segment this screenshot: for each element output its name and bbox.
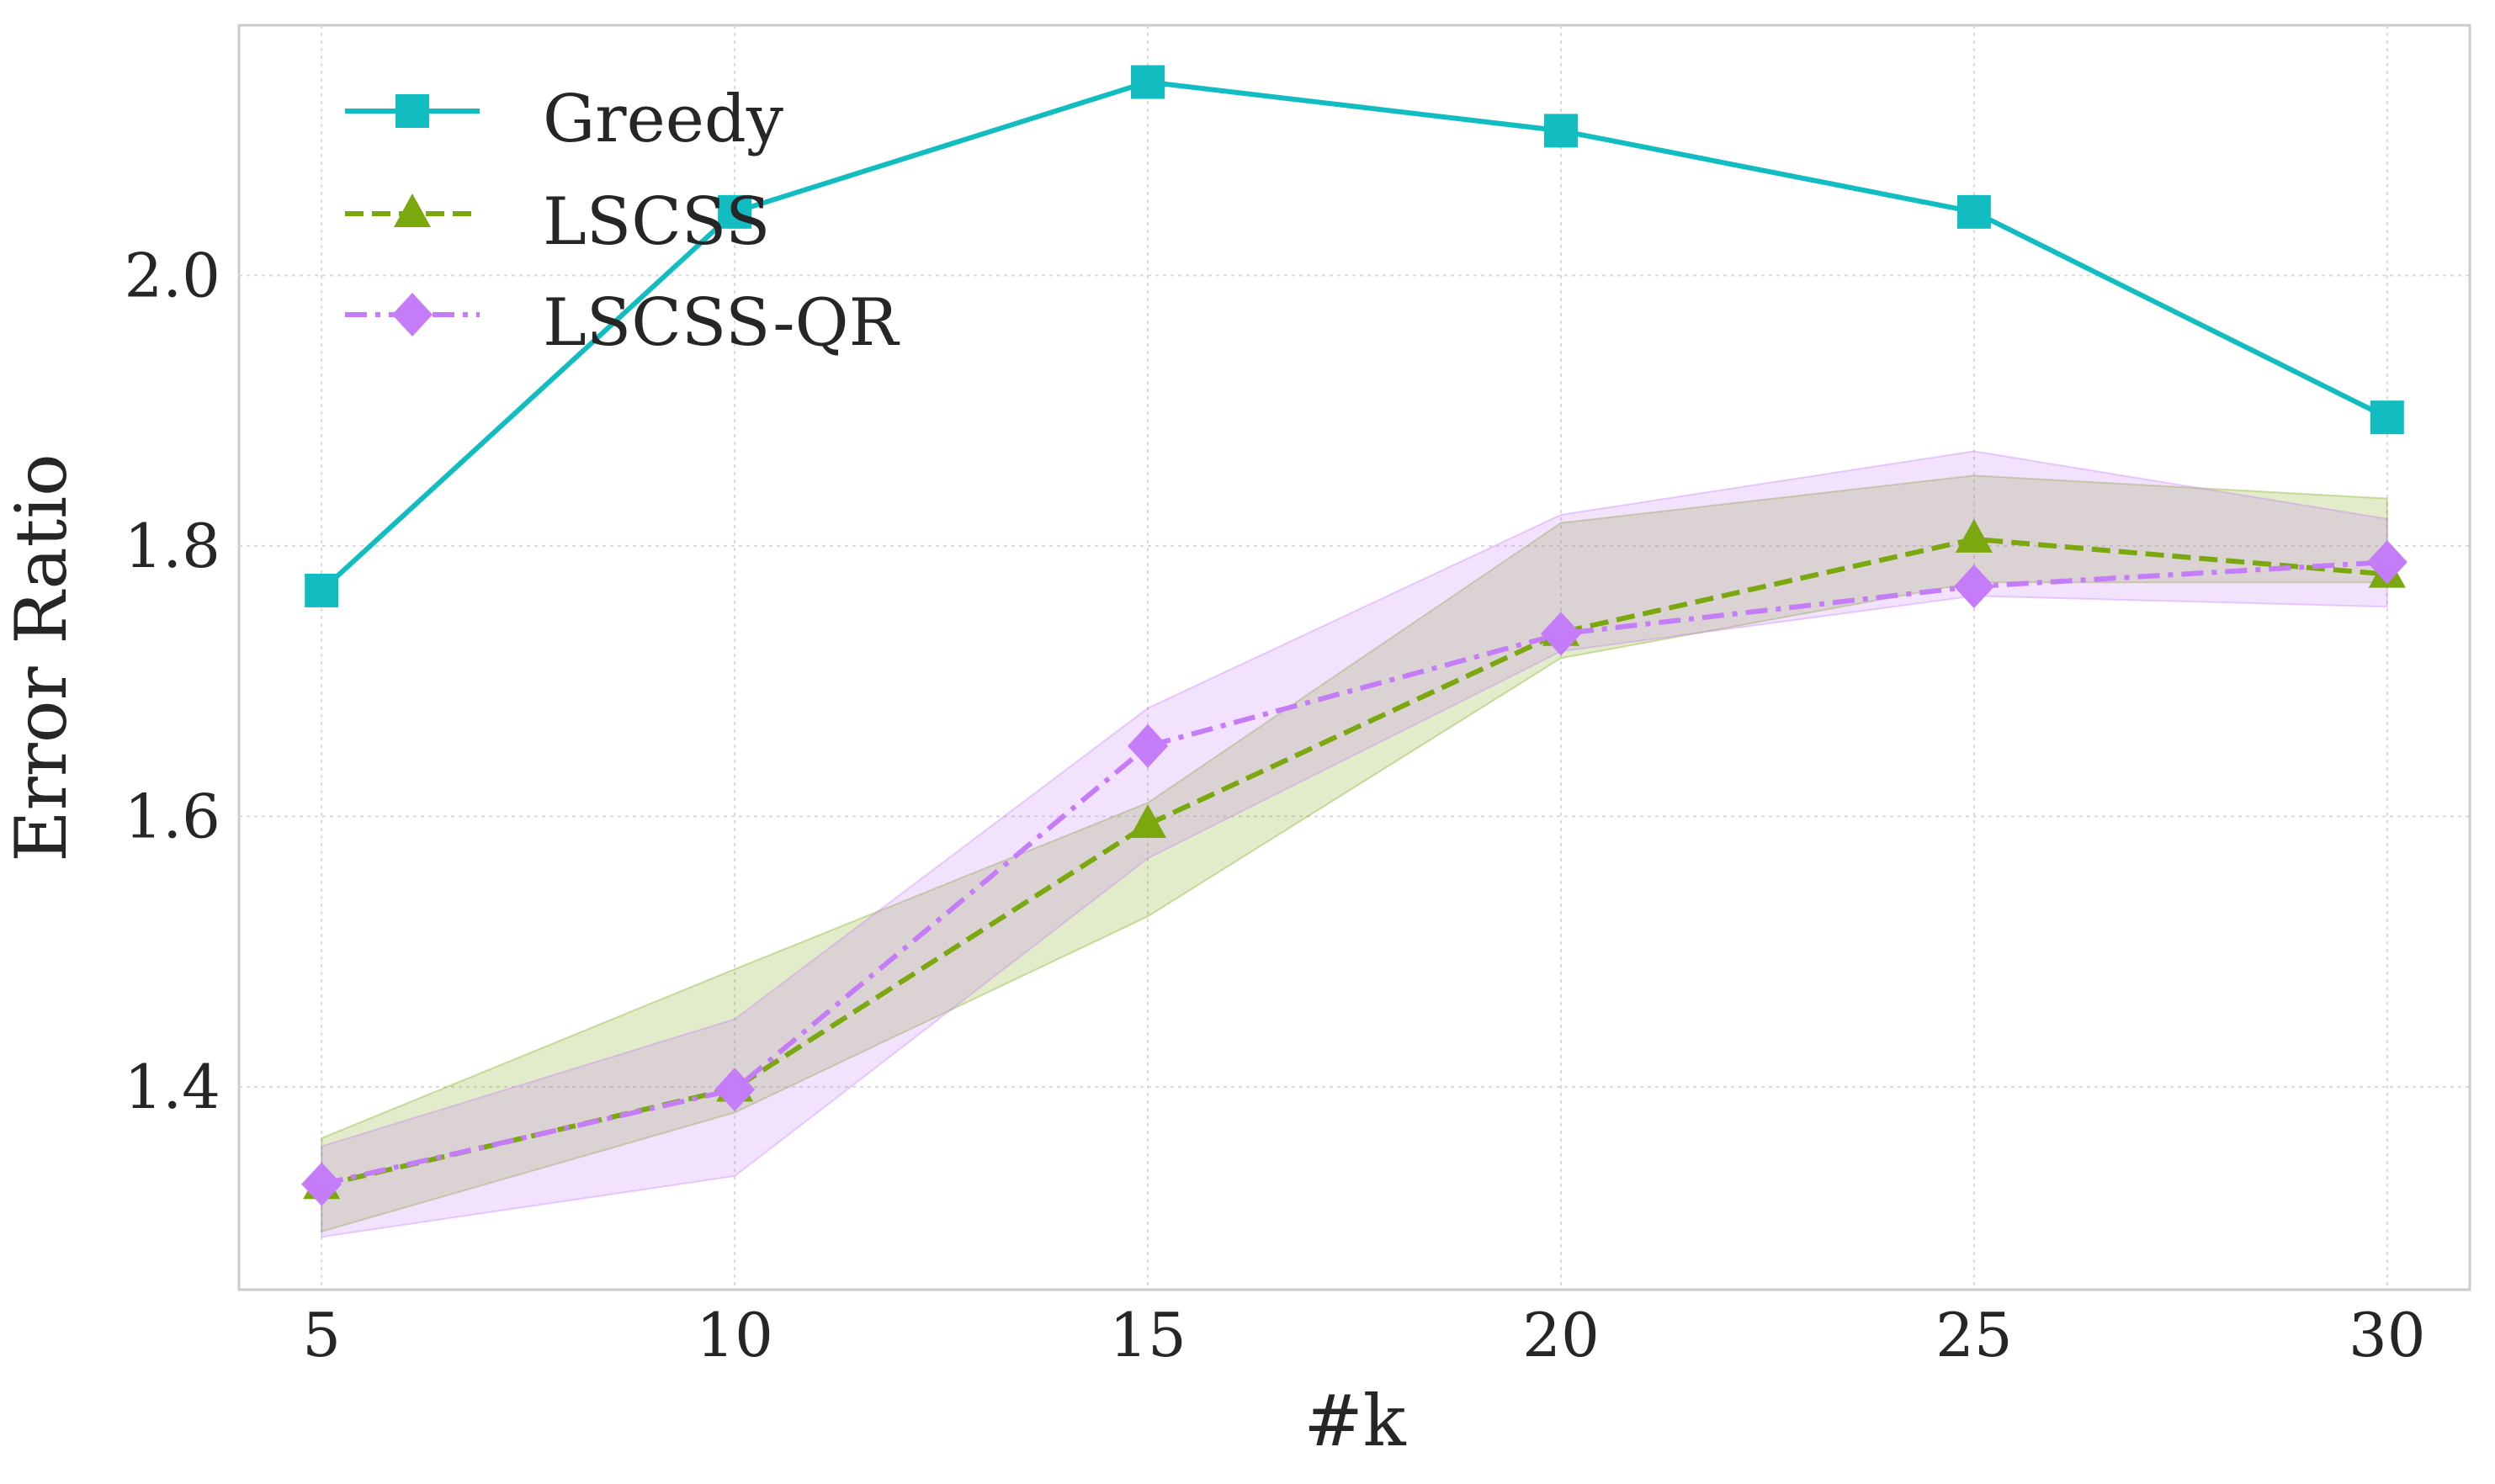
legend-sample-greedy xyxy=(345,94,480,128)
y-axis-label: Error Ratio xyxy=(0,453,82,862)
y-tick-label-1.6: 1.6 xyxy=(124,781,220,851)
data-point-lscss-qr-k20 xyxy=(1540,612,1581,656)
series-lines xyxy=(320,79,2389,1189)
series-line-lscss-qr xyxy=(321,559,2387,1187)
legend-marker-lscss xyxy=(394,193,431,227)
legend-marker-greedy xyxy=(395,94,429,128)
tick-labels: 5 10 15 20 25 30 1.4 1.6 1.8 2.0 xyxy=(124,240,2425,1370)
plot-area xyxy=(237,24,2471,1291)
data-point-lscss-qr-k10 xyxy=(714,1068,756,1112)
legend-label-greedy: Greedy xyxy=(543,82,783,157)
legend-sample-lscss xyxy=(345,193,480,227)
data-point-greedy-k20 xyxy=(1543,114,1578,148)
legend-item-greedy: Greedy xyxy=(345,82,783,157)
x-axis-label: #k xyxy=(1303,1380,1406,1462)
data-point-lscss-k15 xyxy=(1129,804,1167,839)
x-tick-label-20: 20 xyxy=(1522,1300,1600,1370)
legend-sample-lscss-qr xyxy=(345,293,480,337)
x-tick-label-10: 10 xyxy=(696,1300,773,1370)
data-point-lscss-qr-k25 xyxy=(1953,564,1994,609)
x-tick-label-5: 5 xyxy=(302,1300,341,1370)
data-point-lscss-qr-k30 xyxy=(2366,540,2407,585)
x-tick-label-15: 15 xyxy=(1109,1300,1186,1370)
data-point-greedy-k15 xyxy=(1131,65,1165,99)
legend-item-lscss-qr: LSCSS-QR xyxy=(345,285,900,361)
confidence-band-lscss-qr xyxy=(321,450,2388,1238)
legend-label-lscss: LSCSS xyxy=(543,184,770,260)
legend-item-lscss: LSCSS xyxy=(345,184,770,260)
grid-layer xyxy=(239,25,2470,1290)
data-point-greedy-k30 xyxy=(2370,400,2404,435)
series-line-greedy xyxy=(320,79,2389,593)
data-point-greedy-k25 xyxy=(1956,194,1991,229)
data-point-lscss-qr-k5 xyxy=(301,1162,342,1206)
y-tick-label-1.4: 1.4 xyxy=(124,1052,220,1122)
x-tick-label-25: 25 xyxy=(1935,1300,2013,1370)
legend: Greedy LSCSS LSCSS-QR xyxy=(345,82,900,361)
data-point-greedy-k5 xyxy=(305,573,339,607)
y-tick-label-2.0: 2.0 xyxy=(124,240,220,310)
data-point-greedy-k10 xyxy=(718,194,752,229)
legend-label-lscss-qr: LSCSS-QR xyxy=(543,285,900,361)
y-tick-label-1.8: 1.8 xyxy=(124,511,220,581)
data-point-lscss-qr-k15 xyxy=(1128,723,1169,768)
series-markers xyxy=(301,65,2407,1206)
x-tick-label-30: 30 xyxy=(2349,1300,2426,1370)
data-point-lscss-k25 xyxy=(1955,518,1993,553)
legend-marker-lscss-qr xyxy=(392,293,433,337)
